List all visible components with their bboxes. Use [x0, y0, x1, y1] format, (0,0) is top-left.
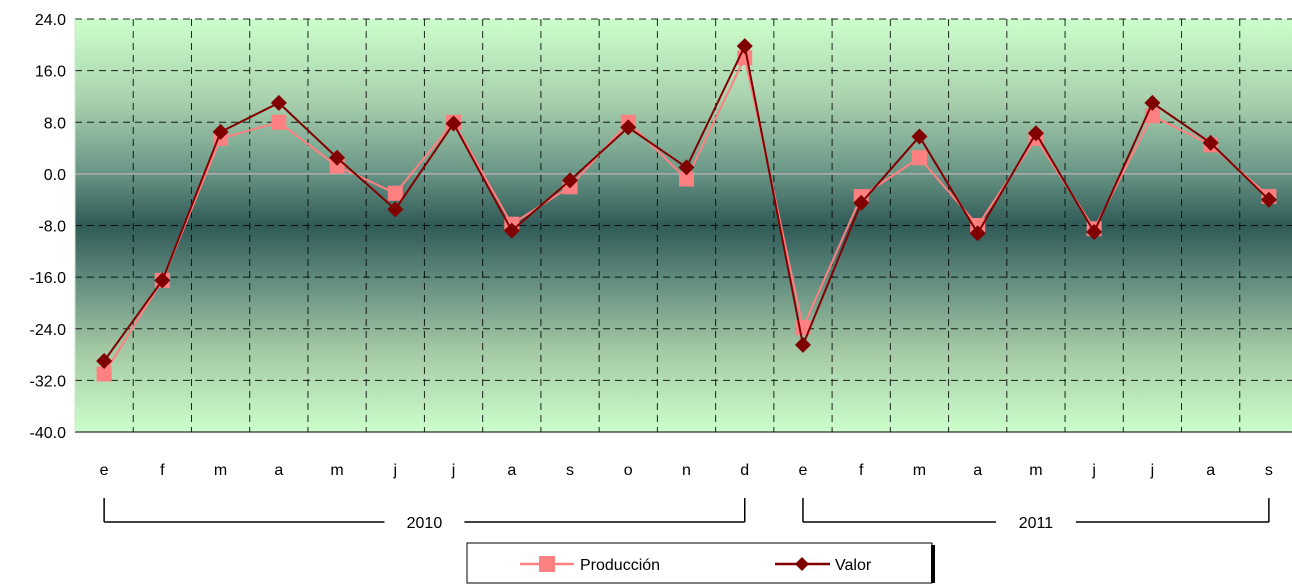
y-tick-label: -24.0	[30, 322, 67, 339]
axes	[74, 19, 1292, 433]
legend: Producción Valor	[466, 542, 935, 584]
x-tick-label: m	[913, 462, 926, 479]
x-tick-label: n	[682, 462, 691, 479]
x-tick-label: a	[973, 462, 982, 479]
x-tick-label: f	[160, 462, 165, 479]
x-tick-label: a	[1206, 462, 1215, 479]
data-point	[503, 222, 520, 239]
y-tick-label: 24.0	[35, 12, 66, 29]
year-group: 2011	[802, 498, 1270, 532]
data-point	[212, 123, 229, 140]
data-point	[679, 171, 694, 187]
data-point	[387, 185, 403, 201]
legend-valor-label: Valor	[835, 557, 872, 574]
grid	[75, 18, 1292, 432]
x-tick-label: j	[1150, 462, 1155, 479]
year-group: 2010	[103, 498, 746, 532]
x-tick-label: f	[859, 462, 864, 479]
data-point	[1027, 125, 1044, 142]
data-point	[678, 159, 695, 176]
year-label: 2011	[1019, 515, 1054, 532]
y-tick-label: -40.0	[30, 425, 67, 442]
legend-produccion-marker	[539, 556, 555, 572]
x-tick-label: s	[1265, 462, 1273, 479]
x-tick-label: o	[624, 462, 633, 479]
x-tick-label: m	[214, 462, 227, 479]
legend-valor-marker	[795, 557, 809, 571]
x-tick-label: e	[100, 462, 109, 479]
series	[96, 38, 1277, 382]
data-point	[736, 38, 753, 55]
year-groups: 2010 2011	[103, 498, 1270, 532]
year-label: 2010	[407, 515, 443, 532]
data-point	[387, 201, 404, 218]
data-point	[1086, 223, 1103, 240]
data-point	[329, 149, 346, 166]
y-tick-label: -16.0	[30, 270, 67, 287]
data-point	[271, 114, 287, 130]
x-tick-label: e	[799, 462, 808, 479]
x-tick-label: d	[740, 462, 749, 479]
data-point	[445, 115, 462, 132]
data-point	[1202, 134, 1219, 151]
x-tick-label: a	[507, 462, 516, 479]
data-point	[154, 272, 171, 289]
data-point	[562, 172, 579, 189]
x-tick-label: j	[1091, 462, 1096, 479]
y-axis-ticks: 24.0 16.0 8.0 0.0 -8.0 -16.0 -24.0 -32.0 -40.0	[30, 12, 67, 442]
data-point	[620, 119, 637, 136]
legend-produccion-label: Producción	[580, 557, 660, 574]
y-tick-label: -32.0	[30, 373, 67, 390]
data-point	[1260, 191, 1277, 208]
y-tick-label: 16.0	[35, 64, 66, 81]
data-point	[96, 353, 113, 370]
x-tick-label: j	[451, 462, 456, 479]
x-tick-label: m	[330, 462, 343, 479]
data-point	[270, 94, 287, 111]
legend-item-valor: Valor	[775, 557, 872, 574]
data-point	[853, 194, 870, 211]
data-point	[969, 225, 986, 242]
data-point	[96, 366, 112, 382]
data-point	[911, 150, 927, 166]
data-point	[1144, 94, 1161, 111]
x-tick-label: a	[274, 462, 283, 479]
data-point	[794, 336, 811, 353]
y-tick-label: 8.0	[44, 115, 66, 132]
x-tick-label: j	[393, 462, 398, 479]
legend-item-produccion: Producción	[520, 556, 660, 574]
x-tick-label: m	[1029, 462, 1042, 479]
data-point	[911, 128, 928, 145]
y-tick-label: 0.0	[44, 167, 66, 184]
y-tick-label: -8.0	[38, 219, 66, 236]
series-valor	[96, 38, 1277, 370]
x-tick-label: s	[566, 462, 574, 479]
